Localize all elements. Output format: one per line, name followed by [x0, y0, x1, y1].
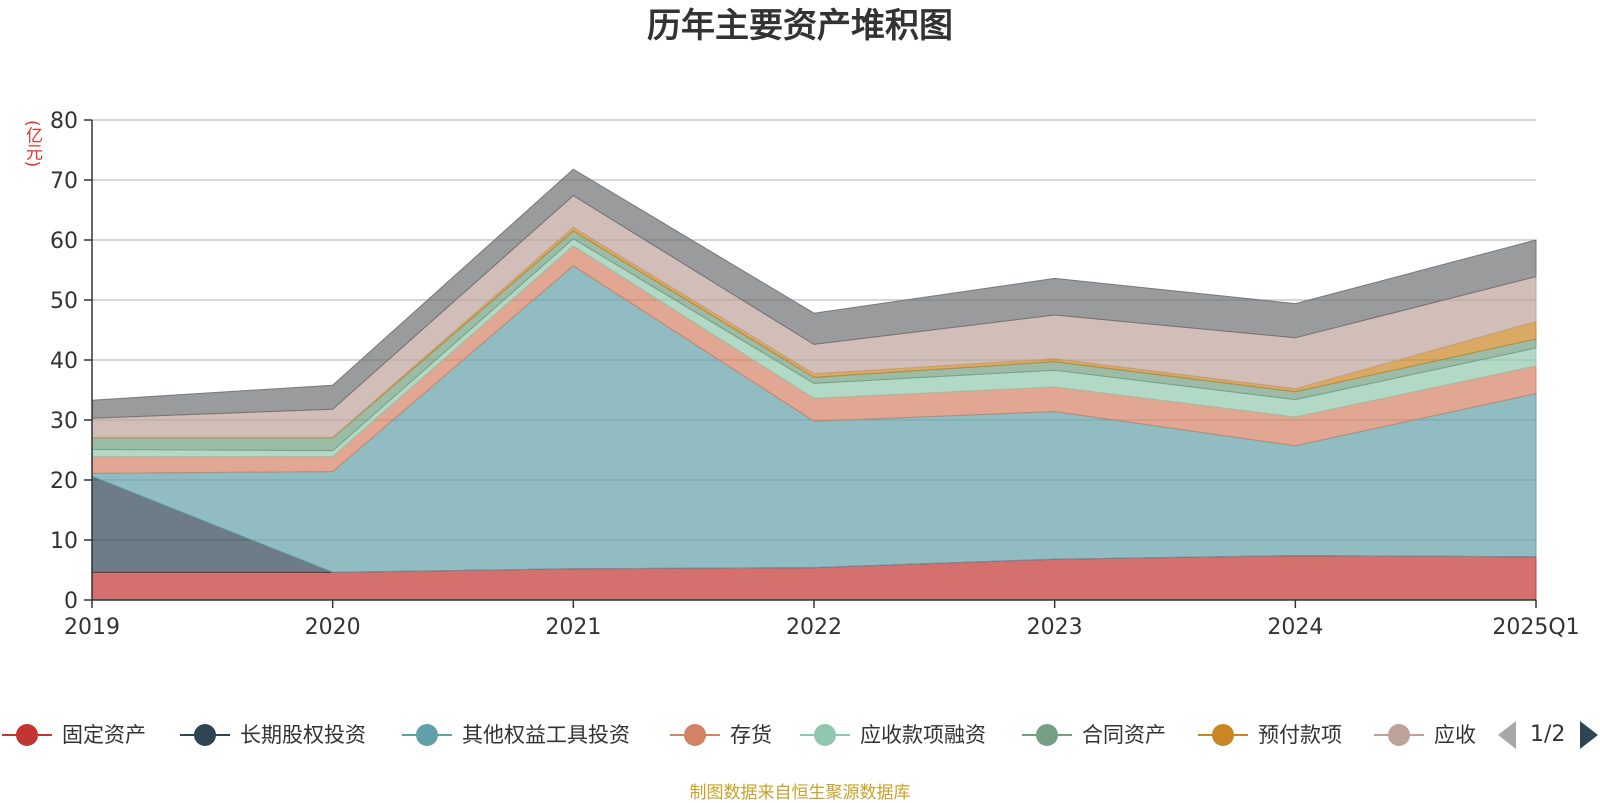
legend-items: 固定资产 长期股权投资 其他权益工具投资 存货 应收款项融资 合同资产 预付款项 应收	[0, 718, 1478, 752]
x-tick-label: 2019	[64, 615, 120, 640]
legend-dot-icon	[684, 724, 706, 746]
x-tick-label: 2021	[545, 615, 601, 640]
x-tick-label: 2024	[1267, 615, 1323, 640]
y-tick-label: 10	[50, 529, 78, 554]
legend-dot-icon	[16, 724, 38, 746]
legend-prev-page-icon[interactable]	[1498, 721, 1516, 749]
legend-page-indicator: 1/2	[1530, 722, 1566, 747]
legend: 固定资产 长期股权投资 其他权益工具投资 存货 应收款项融资 合同资产 预付款项 应收 1/2	[0, 718, 1600, 752]
y-tick-label: 60	[50, 229, 78, 254]
y-tick-label: 0	[64, 589, 78, 614]
stacked-area-chart: 0 10 20 30 40 50 60 70 80 2019 2020 2021 2022 2023 202…	[50, 109, 1580, 640]
legend-dot-icon	[416, 724, 438, 746]
chart-title: 历年主要资产堆积图	[647, 6, 953, 46]
legend-dot-icon	[814, 724, 836, 746]
axis-layer: 0 10 20 30 40 50 60 70 80 2019 2020 2021 2022 2023 202…	[50, 109, 1580, 640]
y-tick-label: 20	[50, 469, 78, 494]
legend-label: 合同资产	[1082, 723, 1166, 747]
x-tick-label: 2025Q1	[1492, 615, 1579, 640]
source-note: 制图数据来自恒生聚源数据库	[689, 783, 911, 803]
legend-label: 应收	[1434, 723, 1476, 747]
y-axis-unit-label: (亿元)	[22, 120, 42, 168]
area-layer	[91, 168, 1537, 601]
legend-dot-icon	[1036, 724, 1058, 746]
legend-next-page-icon[interactable]	[1580, 721, 1598, 749]
legend-dot-icon	[1388, 724, 1410, 746]
y-tick-label: 50	[50, 289, 78, 314]
x-tick-label: 2023	[1027, 615, 1083, 640]
legend-label: 预付款项	[1258, 723, 1342, 747]
y-tick-label: 80	[50, 109, 78, 134]
y-tick-label: 40	[50, 349, 78, 374]
legend-label: 存货	[730, 723, 772, 747]
y-tick-label: 70	[50, 169, 78, 194]
legend-label: 应收款项融资	[860, 723, 986, 747]
area-series-其他[interactable]	[91, 168, 1537, 419]
legend-dot-icon	[1212, 724, 1234, 746]
legend-label: 固定资产	[62, 723, 146, 747]
legend-label: 其他权益工具投资	[462, 723, 630, 747]
x-tick-label: 2022	[786, 615, 842, 640]
x-tick-label: 2020	[305, 615, 361, 640]
legend-dot-icon	[194, 724, 216, 746]
y-tick-label: 30	[50, 409, 78, 434]
legend-label: 长期股权投资	[240, 723, 366, 747]
